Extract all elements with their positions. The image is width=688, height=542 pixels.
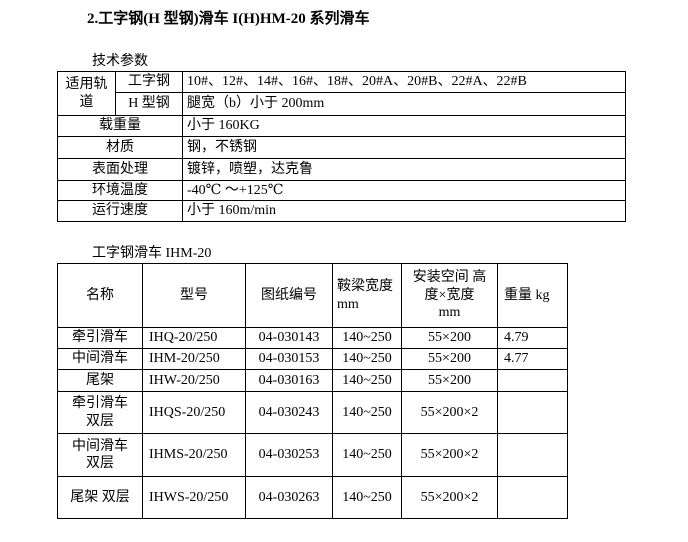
table-row: 中间滑车 IHM-20/250 04-030153 140~250 55×200 4.77 — [57, 348, 568, 370]
table-row: 尾架 IHW-20/250 04-030163 140~250 55×200 — [57, 369, 568, 392]
drawing-number-cell: 04-030143 — [245, 327, 333, 349]
spec-label: 材质 — [57, 136, 183, 159]
weight-cell — [497, 433, 568, 477]
spec-row: 适用轨道 工字钢 10#、12#、14#、16#、18#、20#A、20#B、2… — [57, 71, 626, 116]
model-cell: IHMS-20/250 — [142, 433, 246, 477]
header-cell: 图纸编号 — [245, 263, 333, 328]
weight-cell: 4.77 — [497, 348, 568, 370]
model-cell: IHM-20/250 — [142, 348, 246, 370]
spec-label: H 型钢 — [115, 92, 183, 116]
beam-width-cell: 140~250 — [332, 327, 402, 349]
weight-cell — [497, 476, 568, 519]
model-cell: IHW-20/250 — [142, 369, 246, 392]
model-cell: IHWS-20/250 — [142, 476, 246, 519]
spec-caption: 技术参数 — [92, 54, 148, 69]
spec-label: 载重量 — [57, 115, 183, 137]
beam-width-cell: 140~250 — [332, 433, 402, 477]
drawing-number-cell: 04-030263 — [245, 476, 333, 519]
spec-label: 工字钢 — [115, 71, 183, 93]
name-cell: 牵引滑车 — [57, 327, 143, 349]
header-row: 名称 型号 图纸编号 鞍梁宽度 mm 安装空间 高度×宽度 mm 重量 kg — [57, 263, 568, 328]
spec-row: 运行速度 小于 160m/min — [57, 200, 626, 222]
install-space-cell: 55×200×2 — [401, 391, 498, 434]
spec-label: 环境温度 — [57, 180, 183, 201]
spec-row: 环境温度 -40℃ ～+125℃ — [57, 180, 626, 201]
table-row: 牵引滑车 IHQ-20/250 04-030143 140~250 55×200 4.79 — [57, 327, 568, 349]
name-cell: 中间滑车 — [57, 348, 143, 370]
beam-width-cell: 140~250 — [332, 348, 402, 370]
name-cell: 尾架 双层 — [57, 476, 143, 519]
table-row: 尾架 双层 IHWS-20/250 04-030263 140~250 55×200×2 — [57, 476, 568, 519]
drawing-number-cell: 04-030253 — [245, 433, 333, 477]
install-space-cell: 55×200×2 — [401, 476, 498, 519]
weight-cell — [497, 369, 568, 392]
header-cell: 型号 — [142, 263, 246, 328]
spec-table: 适用轨道 工字钢 10#、12#、14#、16#、18#、20#A、20#B、2… — [57, 71, 626, 222]
header-cell: 安装空间 高度×宽度 mm — [401, 263, 498, 328]
install-space-cell: 55×200 — [401, 327, 498, 349]
install-space-cell: 55×200×2 — [401, 433, 498, 477]
drawing-number-cell: 04-030153 — [245, 348, 333, 370]
spec-label: 运行速度 — [57, 200, 183, 222]
spec-value: 小于 160m/min — [182, 200, 626, 222]
spec-value: 腿宽（b）小于 200mm — [182, 92, 626, 116]
name-cell: 中间滑车 双层 — [57, 433, 143, 477]
products-table: 名称 型号 图纸编号 鞍梁宽度 mm 安装空间 高度×宽度 mm 重量 kg 牵… — [57, 263, 568, 519]
model-cell: IHQS-20/250 — [142, 391, 246, 434]
header-cell: 重量 kg — [497, 263, 568, 328]
spec-value: -40℃ ～+125℃ — [182, 180, 626, 201]
products-caption: 工字钢滑车 IHM-20 — [92, 246, 212, 261]
spec-row: 材质 钢，不锈钢 — [57, 136, 626, 159]
weight-cell — [497, 391, 568, 434]
spec-value: 10#、12#、14#、16#、18#、20#A、20#B、22#A、22#B — [182, 71, 626, 93]
beam-width-cell: 140~250 — [332, 476, 402, 519]
install-space-cell: 55×200 — [401, 348, 498, 370]
spec-row: H 型钢 腿宽（b）小于 200mm — [58, 92, 626, 116]
section-title: 2.工字钢(H 型钢)滑车 I(H)HM-20 系列滑车 — [87, 11, 370, 27]
spec-row: 载重量 小于 160KG — [57, 115, 626, 137]
install-space-cell: 55×200 — [401, 369, 498, 392]
header-cell: 名称 — [57, 263, 143, 328]
table-row: 中间滑车 双层 IHMS-20/250 04-030253 140~250 55×200… — [57, 433, 568, 477]
spec-value: 镀锌，喷塑，达克鲁 — [182, 158, 626, 181]
spec-row: 表面处理 镀锌，喷塑，达克鲁 — [57, 158, 626, 181]
table-row: 牵引滑车 双层 IHQS-20/250 04-030243 140~250 55×200… — [57, 391, 568, 434]
spec-value: 小于 160KG — [182, 115, 626, 137]
drawing-number-cell: 04-030243 — [245, 391, 333, 434]
track-label: 适用轨道 — [57, 71, 116, 116]
beam-width-cell: 140~250 — [332, 391, 402, 434]
header-cell: 鞍梁宽度 mm — [332, 263, 402, 328]
spec-value: 钢，不锈钢 — [182, 136, 626, 159]
name-cell: 尾架 — [57, 369, 143, 392]
weight-cell: 4.79 — [497, 327, 568, 349]
drawing-number-cell: 04-030163 — [245, 369, 333, 392]
name-cell: 牵引滑车 双层 — [57, 391, 143, 434]
model-cell: IHQ-20/250 — [142, 327, 246, 349]
spec-label: 表面处理 — [57, 158, 183, 181]
beam-width-cell: 140~250 — [332, 369, 402, 392]
